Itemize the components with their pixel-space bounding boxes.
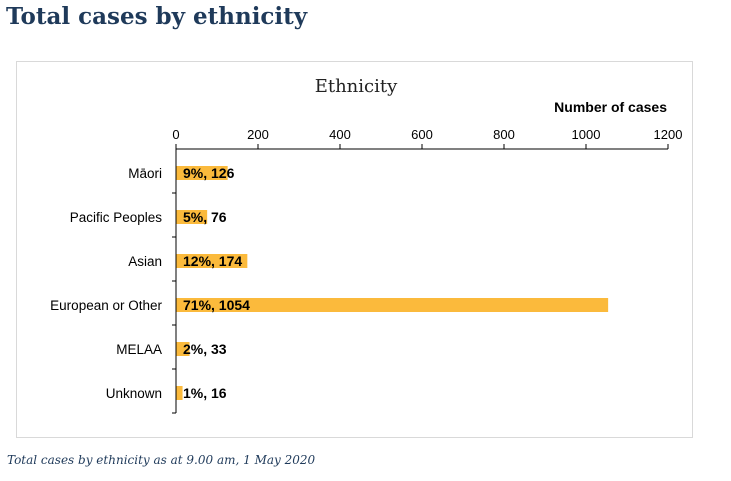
- chart-title: Ethnicity: [315, 76, 398, 97]
- category-label: MELAA: [116, 342, 162, 357]
- bar: [176, 298, 609, 312]
- data-label: 1%, 16: [183, 385, 227, 401]
- figure-caption: Total cases by ethnicity as at 9.00 am, …: [7, 453, 316, 467]
- data-label: 12%, 174: [183, 253, 242, 269]
- x-tick-label: 0: [172, 127, 179, 142]
- bars: [176, 166, 609, 400]
- x-tick-label: 800: [493, 127, 515, 142]
- data-labels: 9%, 126 5%, 76 12%, 174 71%, 1054 2%, 33 1%, …: [183, 165, 250, 401]
- category-label: Unknown: [106, 386, 162, 401]
- x-tick-label: 200: [247, 127, 269, 142]
- bar: [176, 386, 183, 400]
- page-title: Total cases by ethnicity: [6, 3, 308, 30]
- data-label: 2%, 33: [183, 341, 227, 357]
- data-label: 71%, 1054: [183, 297, 250, 313]
- bar: [176, 166, 228, 180]
- bar: [176, 342, 190, 356]
- category-label: Asian: [128, 254, 162, 269]
- category-label: Māori: [128, 166, 162, 181]
- x-tick-label: 600: [411, 127, 433, 142]
- category-labels: Māori Pacific Peoples Asian European or Oth…: [50, 166, 162, 401]
- x-tick-label: 1000: [572, 127, 601, 142]
- category-label: Pacific Peoples: [70, 210, 163, 225]
- category-label: European or Other: [50, 298, 162, 313]
- x-tick-label: 1200: [654, 127, 683, 142]
- chart-container: Ethnicity Number of cases 0 200 400 600 800 1…: [16, 61, 693, 438]
- bar-chart: Ethnicity Number of cases 0 200 400 600 800 1…: [50, 76, 683, 414]
- x-axis-label: Number of cases: [554, 99, 667, 115]
- x-tick-label: 400: [329, 127, 351, 142]
- data-label: 9%, 126: [183, 165, 235, 181]
- bar: [176, 210, 208, 224]
- x-axis: 0 200 400 600 800 1000 1200: [172, 127, 683, 414]
- data-label: 5%, 76: [183, 209, 227, 225]
- bar: [176, 254, 248, 268]
